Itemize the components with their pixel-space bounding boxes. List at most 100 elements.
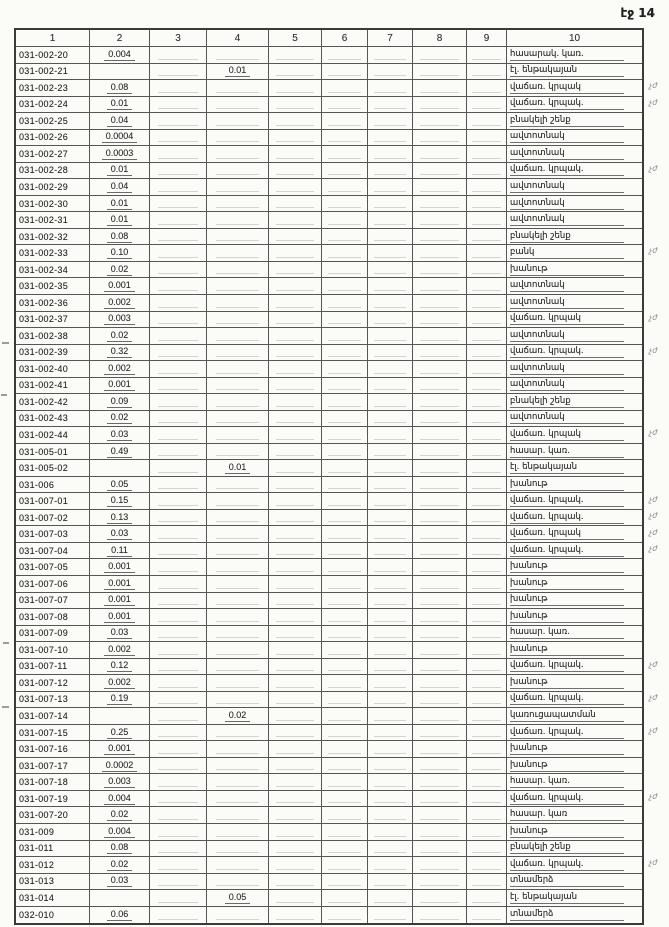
cell-empty [269, 823, 322, 840]
cell-empty [322, 807, 368, 823]
cell-empty [150, 443, 207, 460]
cell-col4-value [207, 576, 269, 592]
cell-code: 031-007-13 [16, 691, 90, 708]
cell-empty [322, 162, 368, 179]
cell-empty [368, 162, 413, 179]
cell-empty [413, 410, 467, 427]
value-text: 0.002 [104, 297, 135, 309]
cell-empty [467, 724, 507, 741]
value-text: 0.04 [106, 115, 133, 127]
cell-empty [322, 708, 368, 724]
cell-designation: կառուցապատման [507, 708, 642, 724]
cell-empty [150, 658, 207, 675]
cell-designation: էլ. ենթակայան [507, 890, 642, 906]
cell-code: 031-002-20 [16, 47, 90, 63]
value-text: 0.15 [106, 495, 133, 508]
handwritten-margin-note: չժ [649, 246, 658, 256]
cell-empty [322, 906, 368, 924]
cell-empty [322, 526, 368, 542]
designation-text: ավտոտնակ [510, 330, 624, 342]
cell-empty [467, 857, 507, 873]
cell-area: 0.0004 [90, 129, 150, 146]
designation-text: խանութ [510, 743, 624, 756]
cell-area: 0.001 [90, 609, 150, 625]
cell-col4-value: 0.01 [207, 460, 269, 476]
table-row: 031-002-21 0.01 էլ. ենթակայան [16, 63, 642, 81]
table-row: 031-012 0.02 վաճառ. կրպակ. [16, 857, 642, 874]
cell-empty [467, 625, 507, 642]
cell-empty [322, 774, 368, 790]
designation-text: խանութ [510, 578, 624, 590]
table-row: 031-002-41 0.001 ավտոտնակ [16, 377, 642, 395]
cell-empty [150, 774, 207, 790]
cell-empty [368, 311, 413, 328]
cadastre-table: 1 2 3 4 5 6 7 8 9 10 031-002-20 0.004 հասարակ. կառ.… [14, 28, 644, 926]
cell-empty [150, 377, 207, 394]
cell-designation: խանութ [507, 559, 642, 575]
cell-empty [269, 906, 322, 924]
cell-empty [467, 113, 507, 129]
cell-empty [322, 476, 368, 493]
column-header: 9 [467, 30, 507, 46]
cell-empty [368, 592, 413, 609]
cell-area: 0.0003 [90, 146, 150, 162]
table-row: 031-002-35 0.001 ավտոտնակ [16, 278, 642, 295]
value-text: 0.002 [104, 677, 135, 689]
cell-empty [269, 47, 322, 63]
cell-empty [467, 509, 507, 526]
cell-col4-value [207, 377, 269, 394]
table-row: 031-007-14 0.02 կառուցապատման [16, 708, 642, 725]
cell-empty [150, 427, 207, 443]
page-number: էջ 14 [620, 6, 655, 20]
cell-designation: ավտոտնակ [507, 212, 642, 228]
cell-empty [467, 807, 507, 823]
value-text: 0.004 [104, 826, 135, 838]
cell-empty [150, 642, 207, 658]
cell-area: 0.001 [90, 576, 150, 592]
cell-designation: տնամերձ [507, 907, 642, 924]
cell-empty [368, 294, 413, 311]
cell-empty [413, 576, 467, 592]
cell-col4-value [207, 790, 269, 807]
cell-empty [413, 509, 467, 526]
designation-text: հասար. կառ. [510, 446, 624, 458]
cell-area [90, 708, 150, 724]
cell-area [90, 63, 150, 80]
cell-designation: բանկ [507, 245, 642, 261]
cell-empty [413, 807, 467, 823]
cell-empty [368, 790, 413, 807]
cell-designation: խանութ [507, 262, 642, 278]
cell-empty [413, 47, 467, 63]
cell-area: 0.01 [90, 195, 150, 212]
cell-designation: խանութ [507, 824, 642, 840]
cell-code: 031-002-26 [16, 129, 90, 146]
cell-empty [269, 80, 322, 96]
cell-empty [368, 410, 413, 427]
cell-col4-value [207, 642, 269, 658]
designation-text: վաճառ. կրպակ. [510, 660, 624, 673]
cell-empty [322, 113, 368, 129]
value-text: 0.13 [106, 512, 133, 524]
handwritten-margin-note: չժ [649, 511, 658, 521]
table-row: 031-002-39 0.32 վաճառ. կրպակ. [16, 344, 642, 362]
cell-empty [322, 724, 368, 741]
cell-designation: վաճառ. կրպակ. [507, 345, 642, 361]
cell-empty [413, 195, 467, 212]
cell-empty [413, 757, 467, 774]
cell-col4-value [207, 47, 269, 63]
cell-code: 031-002-28 [16, 162, 90, 179]
cell-code: 031-007-04 [16, 542, 90, 559]
cell-empty [413, 394, 467, 410]
table-row: 031-002-30 0.01 ավտոտնակ [16, 195, 642, 213]
scan-speck [2, 706, 9, 708]
cell-empty [150, 195, 207, 212]
cell-area: 0.004 [90, 790, 150, 807]
cell-empty [368, 344, 413, 361]
cell-col4-value [207, 774, 269, 790]
cell-area: 0.02 [90, 857, 150, 873]
value-text: 0.02 [106, 809, 133, 822]
table-row: 031-002-24 0.01 վաճառ. կրպակ. [16, 96, 642, 114]
value-text: 0.19 [106, 693, 133, 706]
cell-empty [368, 906, 413, 924]
column-header: 8 [413, 30, 467, 46]
